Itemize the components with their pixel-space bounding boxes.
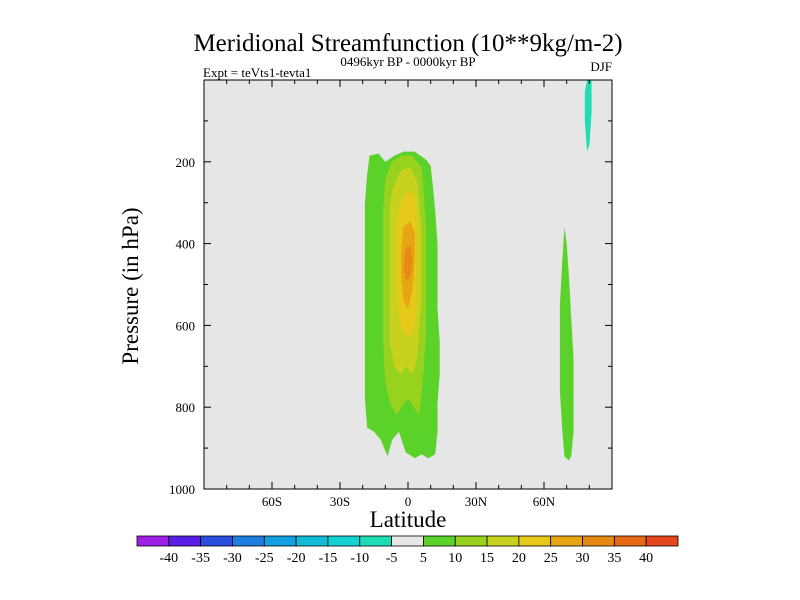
y-axis-label: Pressure (in hPa) — [118, 207, 143, 364]
chart-title: Meridional Streamfunction (10**9kg/m-2) — [193, 30, 622, 57]
y-tick-label: 800 — [176, 400, 196, 415]
colorbar-label: 20 — [512, 551, 526, 566]
colorbar-swatch — [613, 535, 647, 547]
colorbar-label: 30 — [576, 551, 590, 566]
x-tick-label: 30N — [465, 494, 488, 509]
colorbar-labels: -40 -35 -30 -25 -20 -15 -10 -5 5 10 15 20 25 30 35 40 — [159, 551, 653, 566]
colorbar-label: 40 — [639, 551, 653, 566]
colorbar-label: -15 — [319, 551, 338, 566]
colorbar-swatch — [645, 535, 679, 547]
y-tick-label: 600 — [176, 318, 196, 333]
colorbar-swatch — [518, 535, 552, 547]
colorbar-swatch — [136, 535, 170, 547]
colorbar-label: 25 — [544, 551, 558, 566]
colorbar-label: -35 — [191, 551, 210, 566]
x-tick-label: 60N — [533, 494, 556, 509]
colorbar-label: -25 — [255, 551, 274, 566]
colorbar — [136, 535, 679, 547]
colorbar-label: -10 — [350, 551, 369, 566]
contour-region-positive-30-35 — [403, 245, 413, 281]
season-label: DJF — [590, 59, 612, 74]
x-tick-label: 30S — [330, 494, 350, 509]
contour-region-positive-60N-column — [559, 227, 574, 461]
contour-regions — [364, 80, 592, 461]
colorbar-label: -20 — [287, 551, 306, 566]
colorbar-label: 10 — [448, 551, 462, 566]
colorbar-label: -5 — [386, 551, 398, 566]
colorbar-swatch — [486, 535, 520, 547]
colorbar-swatch — [232, 535, 265, 547]
colorbar-swatch — [200, 535, 233, 547]
y-tick-label: 200 — [176, 155, 196, 170]
colorbar-swatch — [327, 535, 361, 547]
x-tick-label: 60S — [262, 494, 282, 509]
colorbar-swatch — [454, 535, 488, 547]
x-tick-label: 0 — [405, 494, 412, 509]
colorbar-label: 5 — [420, 551, 427, 566]
y-tick-label: 1000 — [169, 482, 195, 497]
period-label: 0496kyr BP - 0000kyr BP — [340, 54, 475, 69]
plot-frame — [203, 79, 613, 490]
colorbar-swatch — [391, 535, 424, 547]
contour-region-negative-polar-sliver — [584, 80, 592, 152]
y-tick-label: 400 — [176, 237, 196, 252]
colorbar-swatch — [263, 535, 297, 547]
colorbar-swatch — [423, 535, 456, 547]
colorbar-swatch — [168, 535, 202, 547]
tick-labels: 60S 30S 0 30N 60N 200 400 600 800 1000 — [169, 155, 556, 509]
colorbar-swatch — [295, 535, 329, 547]
colorbar-label: 15 — [480, 551, 494, 566]
colorbar-swatch — [582, 535, 615, 547]
colorbar-label: -30 — [223, 551, 242, 566]
x-axis-label: Latitude — [370, 507, 447, 532]
colorbar-swatch — [359, 535, 392, 547]
colorbar-swatch — [550, 535, 583, 547]
colorbar-label: 35 — [607, 551, 621, 566]
colorbar-label: -40 — [159, 551, 178, 566]
experiment-label: Expt = teVts1-tevta1 — [203, 65, 311, 80]
